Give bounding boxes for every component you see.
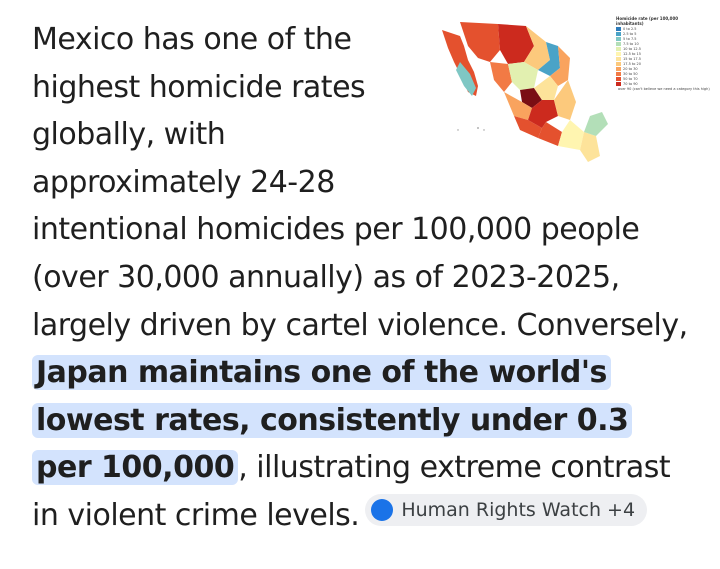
legend-swatch	[616, 71, 621, 76]
legend-label: over 90 (can't believe we need a categor…	[618, 86, 710, 91]
legend-label: 70 to 90	[623, 81, 638, 86]
legend-item: 7.5 to 10	[616, 41, 686, 46]
legend-item: 5 to 7.5	[616, 36, 686, 41]
legend-label: 0 to 2.5	[623, 26, 637, 31]
legend-label: 10 to 12.5	[623, 46, 641, 51]
mexico-homicide-map[interactable]: Homicide rate (per 100,000 inhabitants) …	[438, 16, 710, 178]
answer-container: Homicide rate (per 100,000 inhabitants) …	[32, 16, 710, 540]
legend-label: 7.5 to 10	[623, 41, 639, 46]
legend-item: 30 to 50	[616, 71, 686, 76]
legend-swatch	[616, 76, 621, 81]
legend-swatch	[616, 41, 621, 46]
legend-swatch	[616, 81, 621, 86]
legend-item: 17.5 to 20	[616, 61, 686, 66]
legend-title: Homicide rate (per 100,000 inhabitants)	[616, 16, 679, 26]
legend-item: 15 to 17.5	[616, 56, 686, 61]
source-chip[interactable]: Human Rights Watch +4	[365, 493, 648, 526]
legend-swatch	[616, 51, 621, 56]
legend-swatch	[616, 26, 621, 31]
legend-item: 12.5 to 15	[616, 51, 686, 56]
legend-item: 10 to 12.5	[616, 46, 686, 51]
legend-swatch	[616, 46, 621, 51]
legend-label: 50 to 70	[623, 76, 638, 81]
legend-label: 30 to 50	[623, 71, 638, 76]
map-legend: Homicide rate (per 100,000 inhabitants) …	[616, 16, 710, 91]
legend-swatch	[616, 36, 621, 41]
legend-item: 2.5 to 5	[616, 31, 686, 36]
legend-item: 0 to 2.5	[616, 26, 686, 31]
legend-swatch	[616, 61, 621, 66]
legend-label: 12.5 to 15	[623, 51, 641, 56]
legend-label: 2.5 to 5	[623, 31, 637, 36]
source-chip-label: Human Rights Watch +4	[401, 498, 636, 521]
answer-text-part2: , illustrating extreme contrast in viole…	[32, 450, 671, 533]
legend-item: 20 to 30	[616, 66, 686, 71]
legend-swatch	[616, 56, 621, 61]
legend-item: 50 to 70	[616, 76, 686, 81]
legend-swatch	[616, 31, 621, 36]
answer-paragraph: Mexico has one of the highest homicide r…	[32, 16, 692, 540]
legend-swatch	[616, 66, 621, 71]
legend-item: 70 to 90	[616, 81, 686, 86]
answer-text-part1: Mexico has one of the highest homicide r…	[32, 22, 688, 343]
source-favicon-icon	[371, 498, 394, 521]
legend-item: over 90 (can't believe we need a categor…	[616, 86, 710, 91]
mexico-map-shape	[442, 22, 608, 162]
legend-label: 15 to 17.5	[623, 56, 641, 61]
legend-label: 20 to 30	[623, 66, 638, 71]
legend-label: 5 to 7.5	[623, 36, 637, 41]
legend-label: 17.5 to 20	[623, 61, 641, 66]
